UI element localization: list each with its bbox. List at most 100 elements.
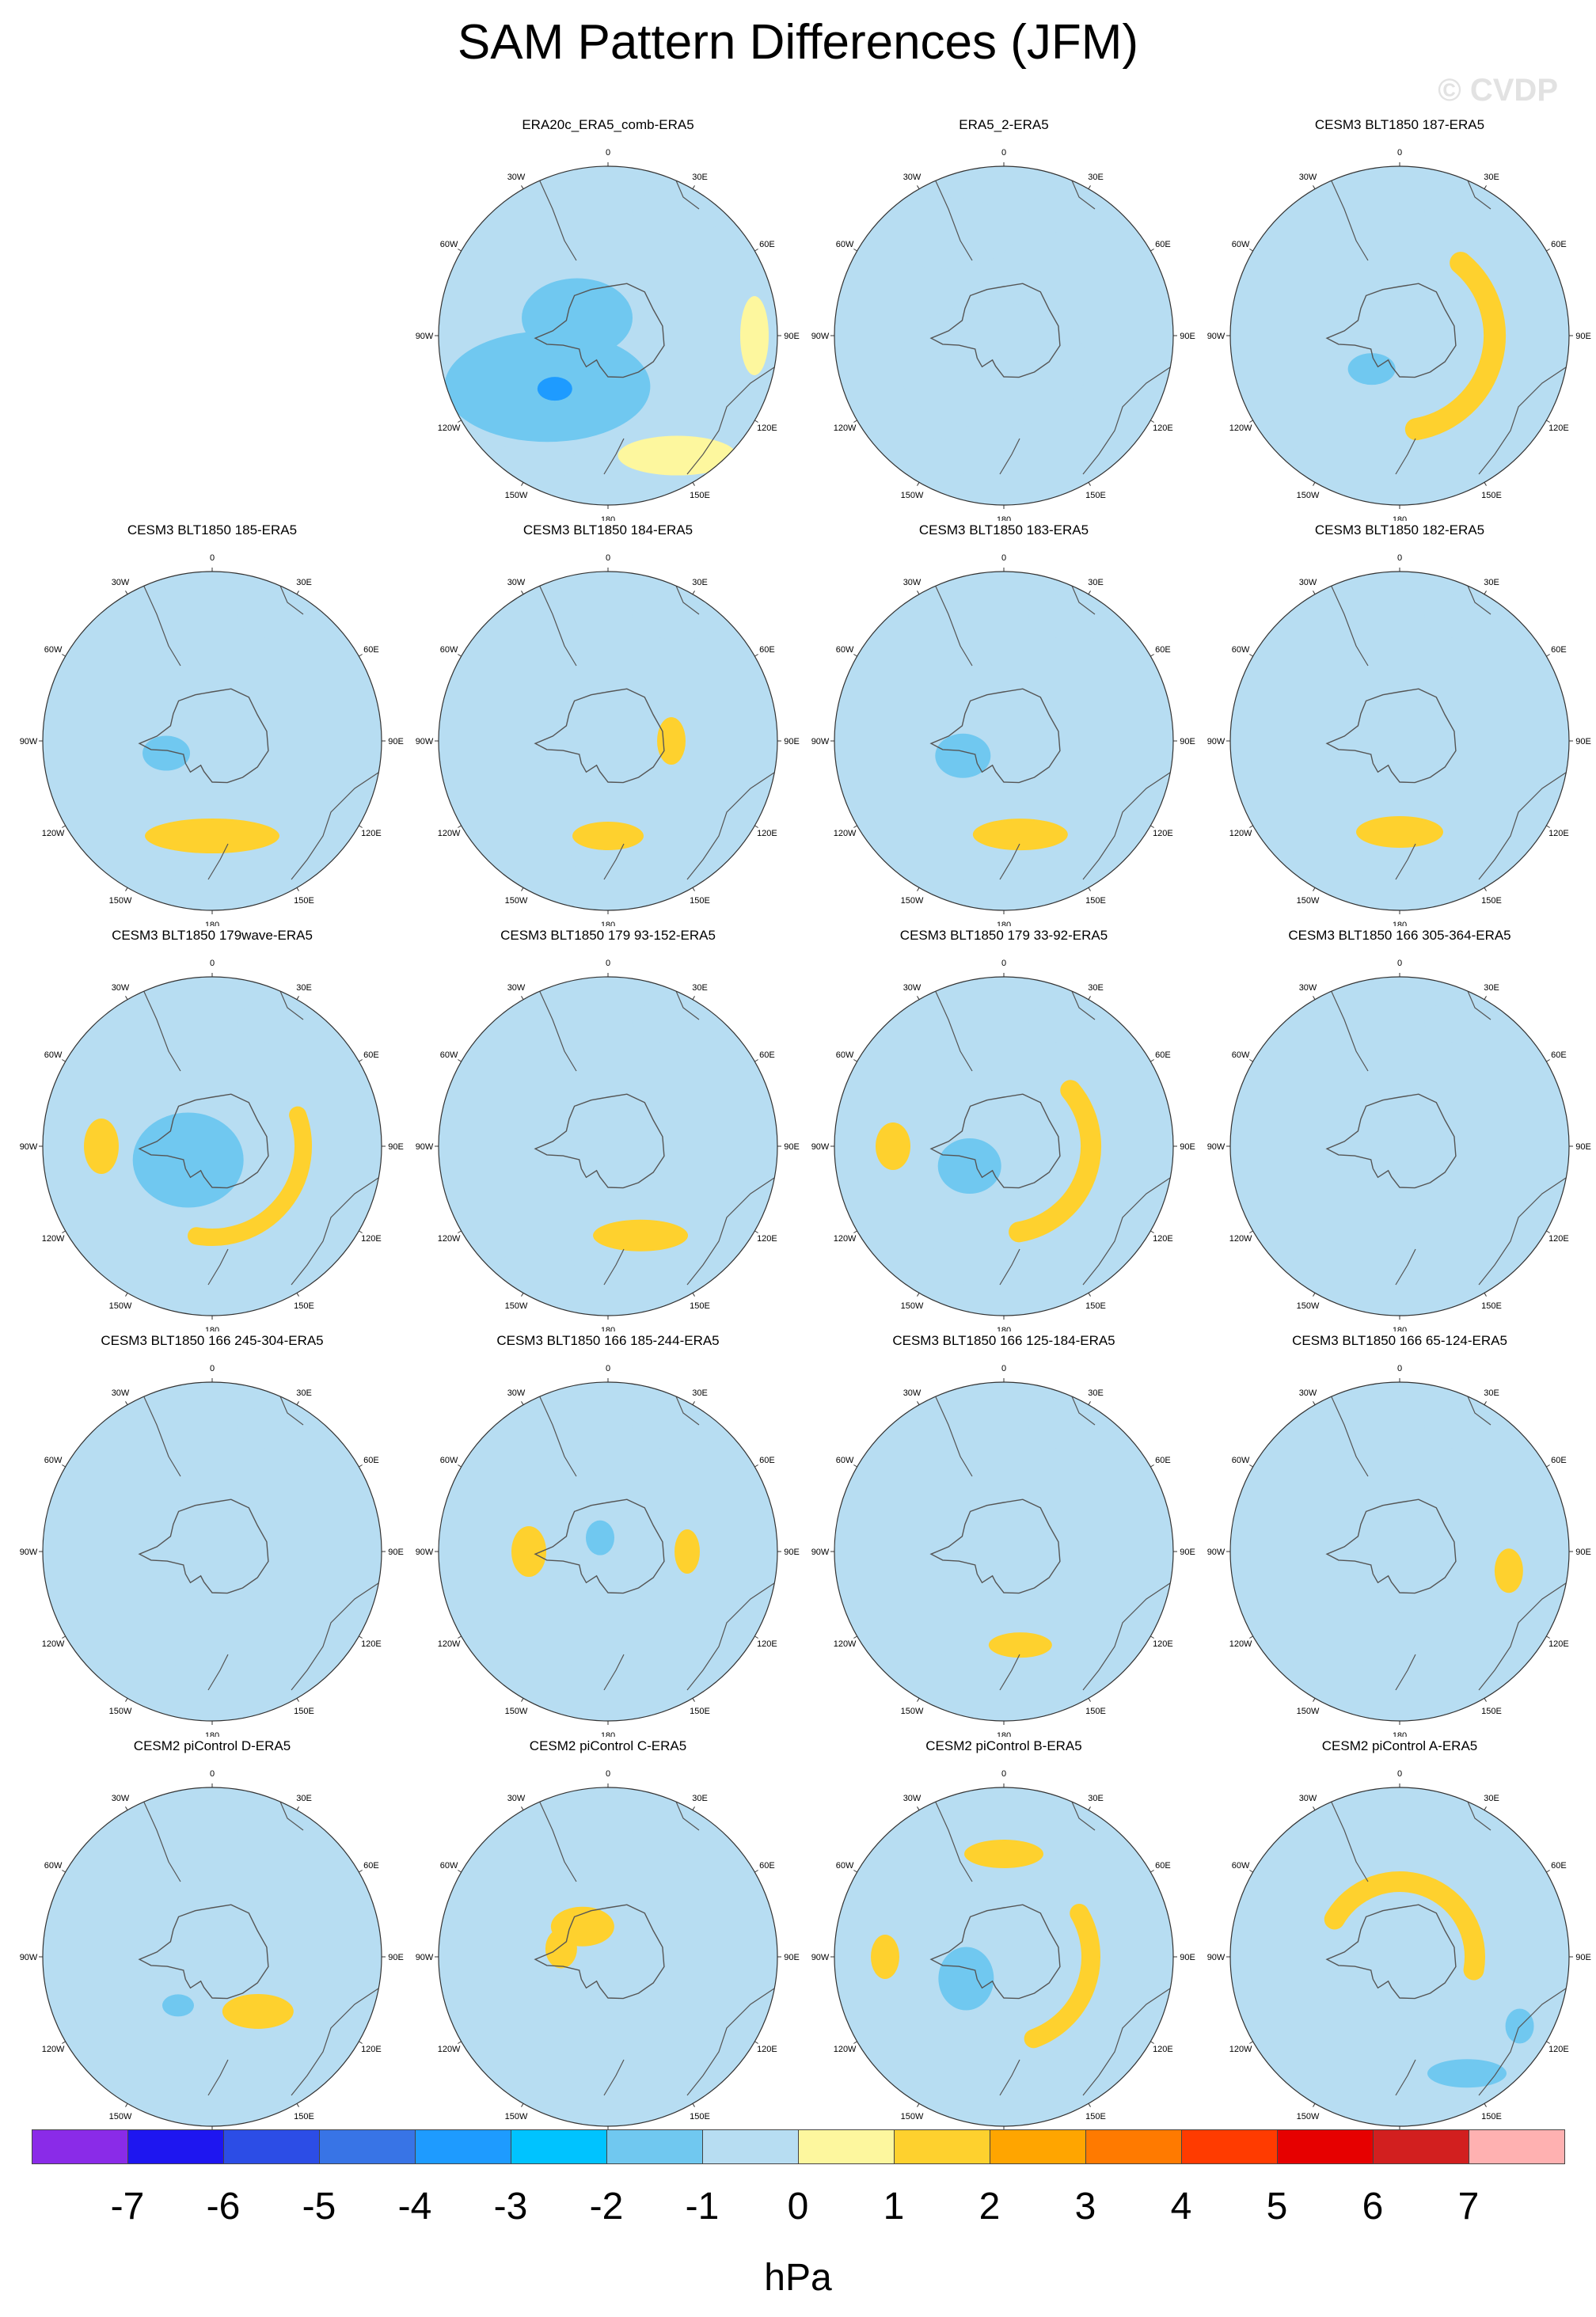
map-panel-title: CESM3 BLT1850 187-ERA5 <box>1314 117 1485 132</box>
colorbar-units: hPa <box>764 2257 832 2299</box>
longitude-label: 30W <box>1299 1794 1317 1803</box>
longitude-label: 30W <box>112 1794 130 1803</box>
longitude-label: 0 <box>1397 553 1402 563</box>
longitude-label: 30W <box>507 983 526 993</box>
longitude-label: 60W <box>440 1861 458 1871</box>
longitude-label: 90W <box>416 1953 434 1962</box>
longitude-label: 30E <box>296 1794 312 1803</box>
longitude-label: 120W <box>834 829 857 838</box>
longitude-label: 90W <box>20 1142 38 1152</box>
longitude-label: 30E <box>1088 1388 1104 1398</box>
longitude-label: 30E <box>296 983 312 993</box>
longitude-label: 120W <box>834 424 857 433</box>
longitude-label: 90E <box>784 1953 800 1962</box>
longitude-label: 30E <box>692 1388 708 1398</box>
longitude-label: 0 <box>1001 959 1006 968</box>
longitude-label: 150E <box>294 896 314 906</box>
map-panel-title: CESM3 BLT1850 179wave-ERA5 <box>112 928 313 943</box>
longitude-label: 180 <box>1393 1326 1407 1331</box>
longitude-label: 150E <box>1481 896 1502 906</box>
colorbar-swatch <box>894 2129 990 2164</box>
map-panel-title: CESM2 piControl A-ERA5 <box>1321 1738 1478 1753</box>
longitude-label: 60E <box>759 1050 775 1060</box>
longitude-label: 60E <box>1155 1861 1171 1871</box>
longitude-label: 120W <box>834 1639 857 1649</box>
longitude-label: 180 <box>205 1326 219 1331</box>
longitude-label: 90E <box>1575 1548 1591 1557</box>
longitude-label: 60W <box>44 1861 63 1871</box>
longitude-label: 60W <box>440 1456 458 1465</box>
longitude-label: 150W <box>901 1707 924 1716</box>
longitude-label: 90E <box>388 1953 404 1962</box>
longitude-label: 30E <box>1088 578 1104 587</box>
longitude-label: 90W <box>1207 737 1226 746</box>
longitude-label: 180 <box>601 921 615 926</box>
longitude-label: 90W <box>416 1548 434 1557</box>
colorbar-swatch <box>606 2129 703 2164</box>
longitude-label: 120W <box>438 1639 461 1649</box>
longitude-label: 150W <box>109 1301 132 1311</box>
longitude-label: 60E <box>363 1861 379 1871</box>
longitude-label: 150E <box>1085 896 1106 906</box>
longitude-label: 150W <box>1297 1301 1320 1311</box>
longitude-label: 150E <box>1481 491 1502 500</box>
longitude-label: 120W <box>1229 1639 1252 1649</box>
longitude-label: 0 <box>210 553 215 563</box>
longitude-label: 90W <box>416 332 434 341</box>
map-panel-title: CESM3 BLT1850 183-ERA5 <box>918 522 1089 537</box>
longitude-label: 90W <box>1207 1142 1226 1152</box>
longitude-label: 30E <box>296 1388 312 1398</box>
map-panel-title: CESM3 BLT1850 166 305-364-ERA5 <box>1288 928 1511 943</box>
map-panel: CESM3 BLT1850 166 305-364-ERA5 0 30E 60E 90E… <box>1202 928 1596 1331</box>
longitude-label: 30W <box>903 983 922 993</box>
longitude-label: 90W <box>1207 1953 1226 1962</box>
map-panel: CESM2 piControl A-ERA5 0 30E 60E 90E 120E 150E… <box>1202 1738 1596 2142</box>
longitude-label: 150E <box>1481 2112 1502 2121</box>
map-panel: CESM3 BLT1850 179wave-ERA5 0 30E 60E 90E 120E… <box>14 928 410 1331</box>
longitude-label: 180 <box>997 515 1011 521</box>
colorbar-swatch <box>798 2129 895 2164</box>
longitude-label: 150W <box>109 896 132 906</box>
longitude-label: 60W <box>1232 645 1250 655</box>
longitude-label: 150E <box>690 491 710 500</box>
longitude-label: 150E <box>1085 491 1106 500</box>
longitude-label: 150W <box>1297 896 1320 906</box>
longitude-label: 0 <box>606 1769 610 1779</box>
longitude-label: 30W <box>1299 1388 1317 1398</box>
map-panel-title: ERA20c_ERA5_comb-ERA5 <box>522 117 694 132</box>
longitude-label: 120W <box>42 1639 65 1649</box>
colorbar-tick-label: 6 <box>1362 2186 1384 2228</box>
longitude-label: 120E <box>361 1234 382 1244</box>
longitude-label: 180 <box>997 1731 1011 1737</box>
colorbar-swatch <box>511 2129 607 2164</box>
map-panel: ERA20c_ERA5_comb-ERA5 0 30E 60E 90E 120E 150E 1… <box>410 117 806 521</box>
longitude-label: 30W <box>112 1388 130 1398</box>
longitude-label: 30E <box>1484 578 1499 587</box>
longitude-label: 90E <box>1575 737 1591 746</box>
map-panel-title: CESM3 BLT1850 179 33-92-ERA5 <box>899 928 1108 943</box>
map-panel-title: CESM3 BLT1850 166 245-304-ERA5 <box>101 1333 324 1348</box>
longitude-label: 30W <box>507 1388 526 1398</box>
colorbar-swatch <box>1277 2129 1374 2164</box>
longitude-label: 180 <box>997 1326 1011 1331</box>
colorbar-tick-label: -5 <box>302 2186 336 2228</box>
longitude-label: 60W <box>836 1456 854 1465</box>
longitude-label: 60E <box>363 1050 379 1060</box>
longitude-label: 0 <box>1001 148 1006 158</box>
longitude-label: 120E <box>1153 424 1173 433</box>
longitude-label: 90W <box>20 1953 38 1962</box>
longitude-label: 0 <box>210 959 215 968</box>
longitude-label: 120W <box>834 2045 857 2054</box>
longitude-label: 150W <box>109 1707 132 1716</box>
longitude-label: 30E <box>1088 1794 1104 1803</box>
longitude-label: 150W <box>901 491 924 500</box>
map-panel-title: CESM3 BLT1850 184-ERA5 <box>522 522 694 537</box>
longitude-label: 120E <box>1548 1639 1569 1649</box>
